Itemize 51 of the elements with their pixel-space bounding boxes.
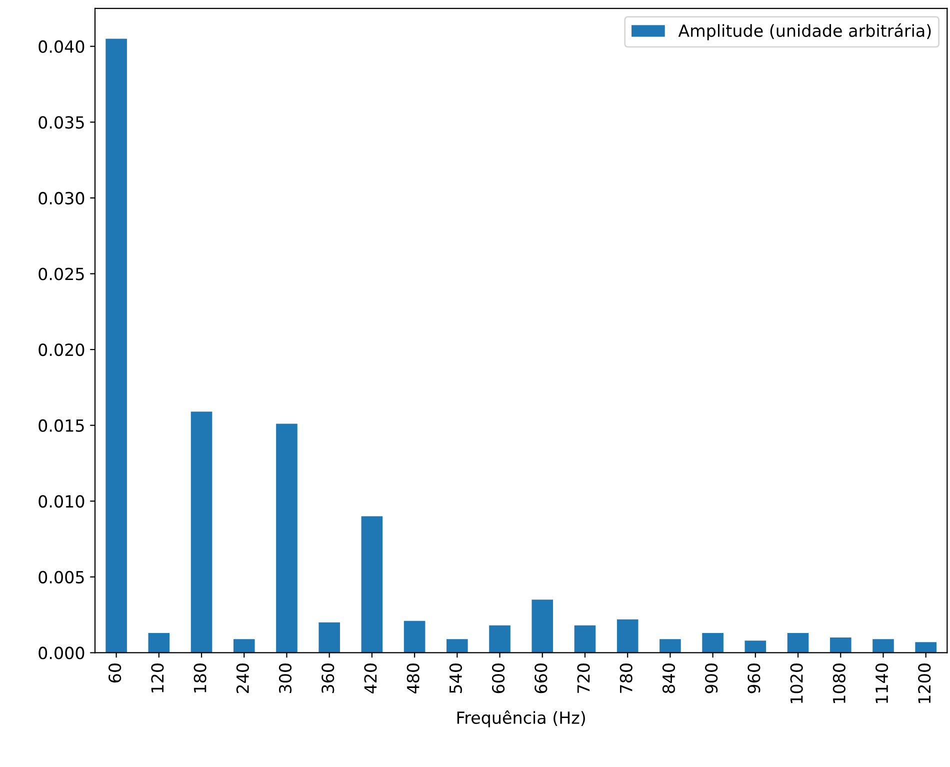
x-tick-label: 180 <box>194 664 206 692</box>
bar <box>106 38 127 653</box>
y-tick-label: 0.040 <box>38 40 84 53</box>
y-tick-label: 0.035 <box>38 116 84 129</box>
x-tick-label: 960 <box>748 664 760 694</box>
bar <box>276 424 298 653</box>
y-tick-label: 0.015 <box>38 419 84 432</box>
x-tick-label: 1200 <box>918 664 931 704</box>
bar <box>702 633 724 653</box>
x-tick-label: 1140 <box>875 664 888 704</box>
bar <box>616 619 638 653</box>
x-tick-label: 900 <box>705 664 718 694</box>
y-tick-label: 0.030 <box>38 192 84 204</box>
x-tick-label: 420 <box>364 664 377 694</box>
x-tick-label: 540 <box>449 664 462 693</box>
bar <box>489 625 510 653</box>
bar <box>532 600 554 653</box>
x-tick-label: 1080 <box>832 664 846 704</box>
bar <box>190 412 212 653</box>
bar <box>744 640 766 653</box>
bar <box>915 642 936 653</box>
bar <box>233 639 255 653</box>
bar <box>574 625 596 653</box>
x-tick-label: 1020 <box>790 664 803 704</box>
bar <box>404 620 426 653</box>
x-tick-label: 300 <box>278 664 292 693</box>
x-axis-title: Frequência (Hz) <box>457 710 585 728</box>
y-tick-label: 0.000 <box>38 646 84 660</box>
bar <box>660 639 681 653</box>
x-tick-label: 120 <box>151 664 164 692</box>
x-tick-label: 660 <box>534 664 548 694</box>
y-tick-label: 0.020 <box>38 343 84 356</box>
y-tick-label: 0.010 <box>38 495 84 508</box>
y-tick-label: 0.005 <box>38 570 84 584</box>
bar <box>872 639 894 653</box>
bar <box>361 516 383 653</box>
x-tick-label: 780 <box>620 664 632 693</box>
legend-label: Amplitude (unidade arbitrária) <box>678 23 931 40</box>
x-tick-label: 480 <box>406 664 420 694</box>
x-tick-label: 60 <box>108 664 122 682</box>
x-tick-label: 360 <box>322 664 334 693</box>
x-tick-label: 600 <box>492 664 505 694</box>
x-tick-label: 720 <box>577 664 590 693</box>
x-tick-label: 840 <box>662 664 676 694</box>
y-tick-label: 0.025 <box>38 268 84 280</box>
bar <box>148 633 170 653</box>
bar <box>318 622 340 653</box>
x-tick-label: 240 <box>236 664 249 694</box>
bar <box>446 639 468 653</box>
bar <box>787 633 809 653</box>
bar <box>830 638 852 653</box>
